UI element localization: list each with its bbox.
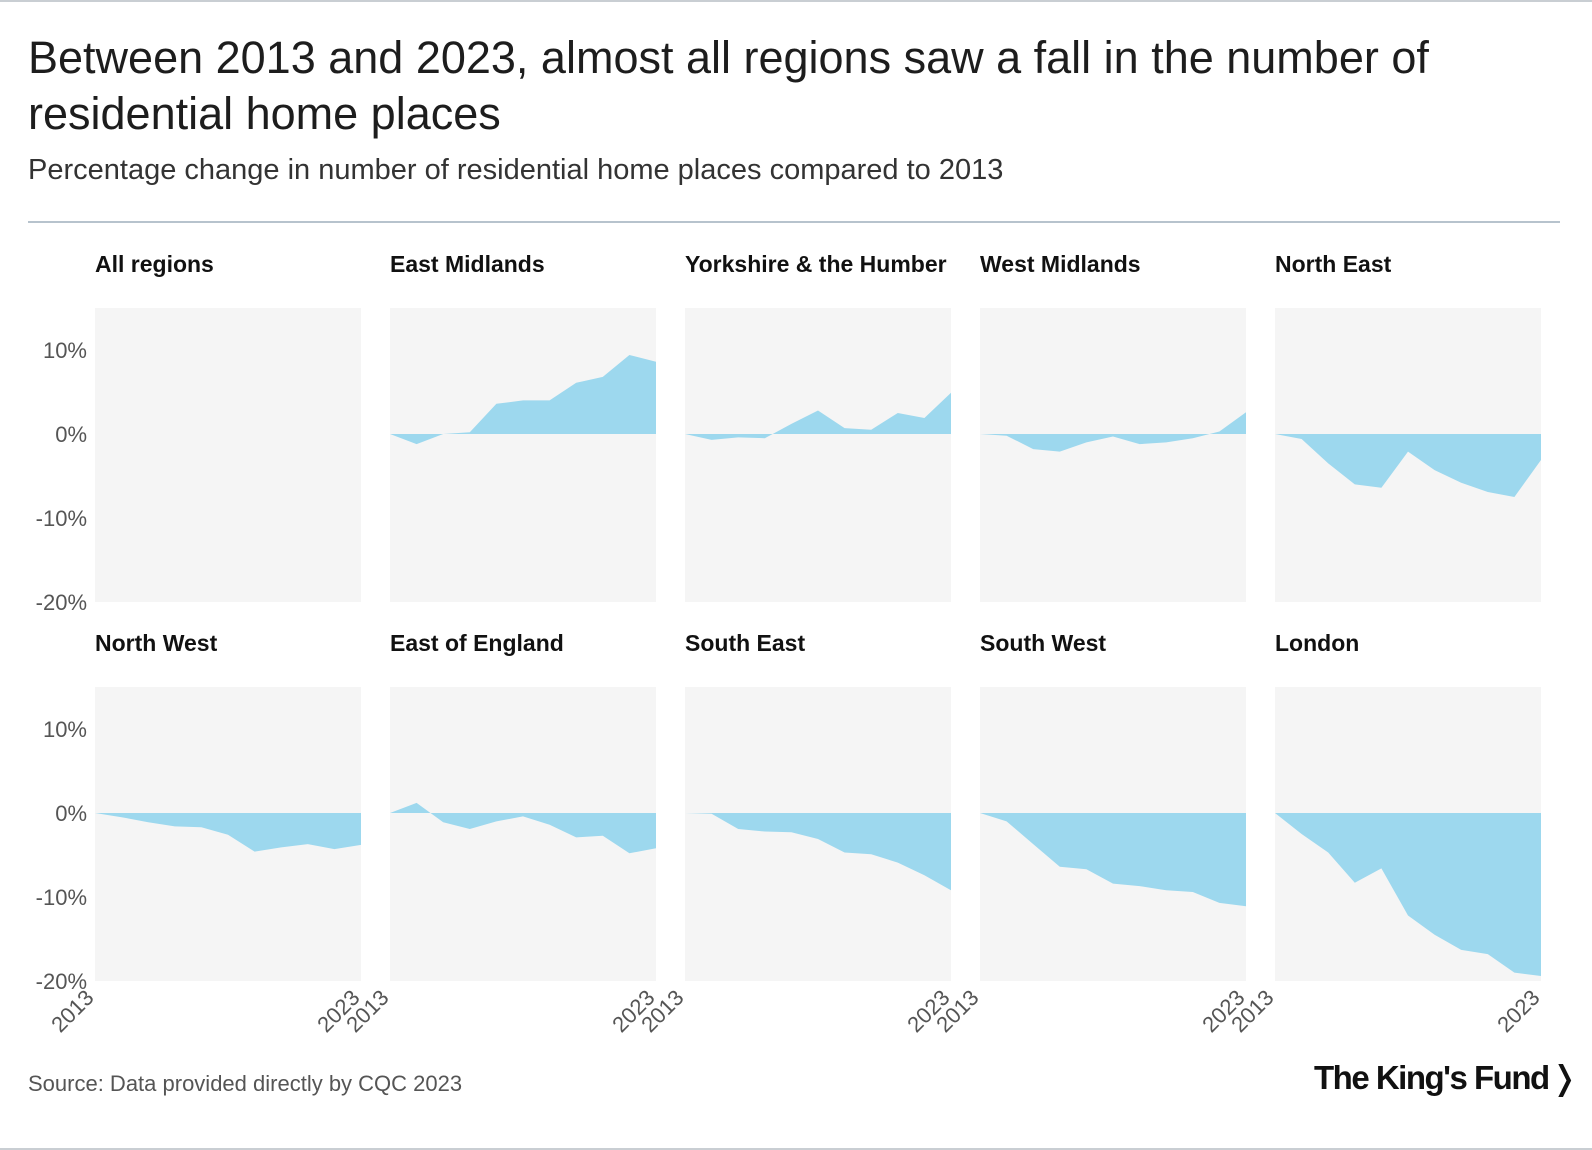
chart-title: Between 2013 and 2023, almost all region… xyxy=(28,32,1429,139)
area-series xyxy=(685,392,951,440)
chart-subtitle: Percentage change in number of residenti… xyxy=(28,154,1004,186)
panel-title: South East xyxy=(685,630,805,656)
panel-title: West Midlands xyxy=(980,251,1141,277)
source-note: Source: Data provided directly by CQC 20… xyxy=(28,1071,463,1096)
y-tick-label: 0% xyxy=(55,801,87,826)
area-series xyxy=(980,412,1246,452)
bottom-border xyxy=(0,1148,1592,1150)
y-tick-label: -10% xyxy=(36,885,87,910)
panel-title: London xyxy=(1275,630,1359,656)
chevron-right-icon: ❭ xyxy=(1550,1059,1579,1096)
y-tick-label: 10% xyxy=(43,717,87,742)
logo-text: The King's Fund xyxy=(1314,1059,1550,1096)
y-tick-label: -10% xyxy=(36,506,87,531)
panel-title: North East xyxy=(1275,251,1392,277)
panel-background xyxy=(980,308,1246,602)
x-tick-label: 2023 xyxy=(1492,985,1544,1037)
y-tick-label: 10% xyxy=(43,338,87,363)
y-tick-label: -20% xyxy=(36,969,87,994)
panel-background xyxy=(685,308,951,602)
area-series xyxy=(685,813,951,891)
panel-title: East Midlands xyxy=(390,251,545,277)
panel-title: All regions xyxy=(95,251,214,277)
y-tick-label: -20% xyxy=(36,590,87,615)
area-series xyxy=(1275,813,1541,976)
area-series xyxy=(1275,434,1541,497)
panel-title: East of England xyxy=(390,630,564,656)
top-border xyxy=(0,0,1592,2)
area-series xyxy=(390,355,656,445)
area-series xyxy=(95,813,361,852)
panel-title: North West xyxy=(95,630,218,656)
area-series xyxy=(980,813,1246,907)
panel-background xyxy=(390,308,656,602)
panel-title: South West xyxy=(980,630,1106,656)
panel-background xyxy=(95,308,361,602)
y-tick-label: 0% xyxy=(55,422,87,447)
panel-title: Yorkshire & the Humber xyxy=(685,251,947,277)
area-series xyxy=(390,802,656,854)
header-divider xyxy=(28,221,1560,223)
kings-fund-logo: The King's Fund❭ xyxy=(1314,1058,1579,1097)
